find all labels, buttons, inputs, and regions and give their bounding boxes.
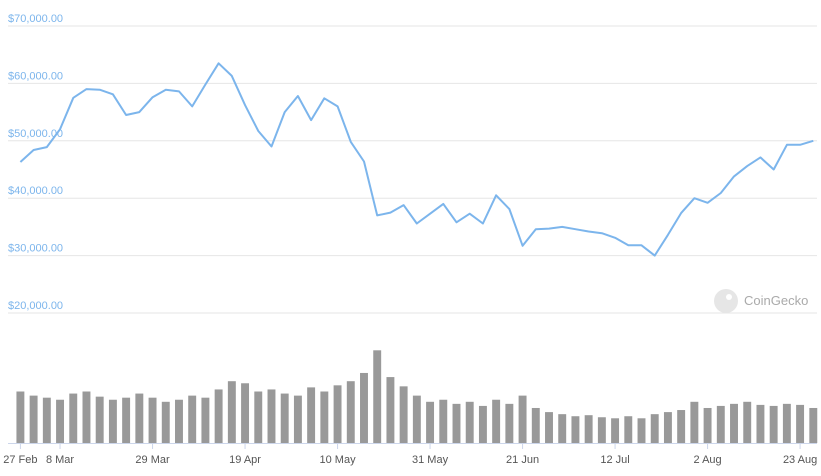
volume-bar [624, 416, 633, 443]
volume-bar [56, 399, 65, 443]
volume-bar [214, 389, 223, 443]
volume-bar [82, 391, 91, 443]
y-tick-label: $60,000.00 [8, 70, 63, 82]
volume-bar [241, 383, 250, 443]
x-tick-label: 2 Aug [694, 454, 722, 466]
volume-bar [293, 395, 302, 443]
volume-bar [756, 404, 765, 443]
x-tick-label: 19 Apr [229, 454, 261, 466]
volume-bar [597, 417, 606, 443]
volume-bar [333, 385, 342, 443]
volume-bar [677, 410, 686, 443]
volume-bar [360, 372, 368, 443]
x-tick-label: 23 Aug [783, 454, 817, 466]
volume-bar [637, 418, 646, 443]
volume-bar [782, 403, 791, 443]
volume-bar [95, 396, 104, 443]
volume-bar [769, 405, 778, 443]
volume-bar [412, 395, 421, 443]
volume-bar [16, 391, 25, 443]
volume-bar [148, 397, 157, 443]
volume-bar [796, 404, 805, 443]
volume-bar [584, 415, 593, 443]
volume-bar [135, 393, 144, 443]
y-tick-label: $50,000.00 [8, 128, 63, 140]
volume-bar [531, 407, 540, 443]
volume-bar [571, 416, 580, 443]
volume-bar [307, 387, 316, 443]
plot: $20,000.00 $30,000.00 $40,000.00 $50,000.00… [3, 13, 818, 466]
volume-bar [108, 399, 117, 443]
volume-bar [743, 401, 752, 443]
volume-bar [505, 403, 514, 443]
volume-bar [611, 418, 620, 443]
y-tick-label: $70,000.00 [8, 13, 63, 25]
volume-bar [42, 397, 51, 443]
x-tick-label: 29 Mar [135, 454, 170, 466]
volume-bar [267, 389, 276, 443]
volume-bar [373, 350, 382, 443]
volume-bar [188, 395, 197, 443]
volume-bar [439, 399, 448, 443]
x-tick-label: 12 Jul [600, 454, 629, 466]
volume-bar [320, 391, 329, 443]
volume-bar [703, 407, 712, 443]
x-tick-label: 27 Feb [3, 454, 37, 466]
volume-bar [492, 399, 501, 443]
volume-bar [478, 405, 487, 443]
volume-bar [280, 393, 289, 443]
volume-bar [730, 403, 738, 443]
watermark: CoinGecko [744, 293, 808, 308]
volume-bar [29, 395, 38, 443]
volume-bar [399, 386, 408, 443]
volume-bar [161, 401, 170, 443]
volume-bar [558, 414, 567, 443]
volume-bar [809, 407, 818, 443]
volume-bar [663, 412, 672, 443]
x-tick-label: 10 May [320, 454, 357, 466]
volume-bar [254, 391, 263, 443]
watermark-logo [714, 289, 738, 313]
volume-bar [465, 401, 474, 443]
volume-bar [426, 401, 435, 443]
volume-bar [690, 401, 699, 443]
volume-bar [69, 393, 78, 443]
x-tick-label: 21 Jun [506, 454, 539, 466]
volume-bar [650, 414, 659, 443]
volume-bar [122, 397, 131, 443]
y-tick-label: $30,000.00 [8, 243, 63, 255]
x-tick-label: 8 Mar [46, 454, 74, 466]
volume-bar [346, 381, 355, 443]
price-line [19, 62, 814, 257]
volume-bar [201, 397, 210, 443]
y-tick-label: $20,000.00 [8, 300, 63, 312]
x-tick-label: 31 May [412, 454, 449, 466]
volume-bar [545, 412, 553, 443]
volume-bar [716, 405, 725, 443]
volume-bar [518, 395, 527, 443]
volume-bar [386, 377, 395, 443]
volume-bar [175, 399, 183, 443]
volume-bar [227, 381, 236, 443]
volume-bar [452, 403, 461, 443]
y-tick-label: $40,000.00 [8, 185, 63, 197]
